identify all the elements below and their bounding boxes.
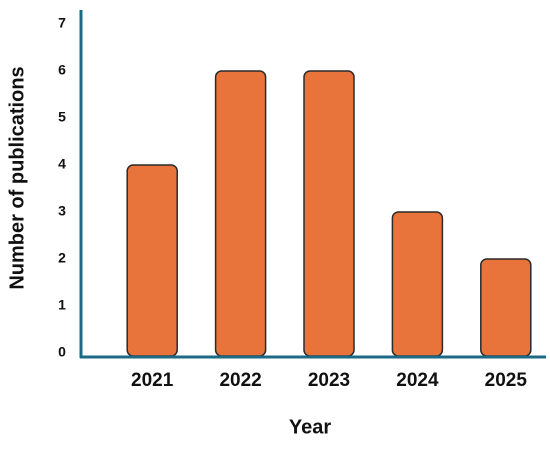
x-tick-label: 2023 [308,370,350,391]
x-tick-label: 2024 [396,370,439,391]
x-tick-label: 2022 [219,370,261,391]
y-tick-label: 1 [58,297,66,313]
y-tick-label: 3 [58,203,66,219]
bar [480,258,532,357]
x-axis-label: Year [289,416,331,438]
y-tick-label: 6 [58,62,66,78]
y-tick-label: 2 [58,250,66,266]
y-tick-label: 4 [58,156,66,172]
plot-area: 0 1 2 3 4 5 6 7 2021 2022 2023 2024 2025 [58,15,532,391]
y-tick-label: 5 [58,109,66,125]
y-tick-label: 0 [58,344,66,360]
y-tick-label: 7 [58,15,66,31]
bar [303,70,355,357]
x-tick-label: 2025 [485,370,528,391]
bar [126,164,178,357]
x-tick-label: 2021 [131,370,174,391]
y-axis-label: Number of publications [6,66,28,289]
bar [214,70,267,357]
bar [391,211,444,357]
